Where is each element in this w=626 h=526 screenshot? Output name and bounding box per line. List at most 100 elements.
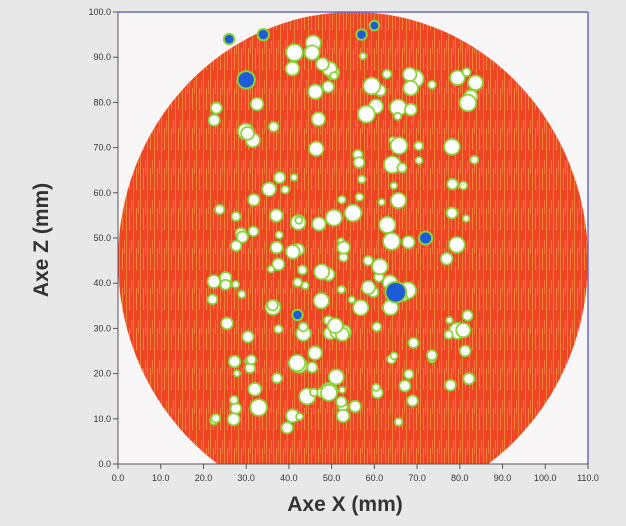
pore (400, 381, 410, 391)
pore (360, 53, 366, 59)
pore (339, 387, 345, 393)
pore (445, 331, 452, 338)
y-tick-label: 0.0 (98, 459, 111, 469)
pore (395, 418, 402, 425)
pore (463, 69, 470, 76)
pore (208, 276, 220, 287)
inclusion (293, 310, 302, 320)
inclusion (238, 72, 254, 88)
pore (356, 194, 363, 201)
inclusions-layer (222, 19, 434, 322)
pore (208, 295, 217, 304)
pore (282, 423, 292, 433)
pore (405, 104, 416, 115)
pore (457, 324, 470, 337)
pore (391, 353, 397, 359)
pore (268, 266, 274, 272)
pore (403, 68, 416, 81)
pore (323, 82, 333, 92)
specimen-texture (118, 12, 588, 464)
pore (416, 157, 422, 164)
x-tick-label: 100.0 (534, 473, 557, 483)
pore (427, 351, 437, 360)
pore (383, 70, 391, 78)
pore (291, 174, 297, 180)
pore (248, 194, 259, 205)
pore (251, 400, 267, 415)
pore (321, 385, 336, 400)
pore (271, 242, 282, 253)
y-tick-label: 20.0 (93, 369, 111, 379)
pore (234, 371, 240, 376)
y-axis-title: Axe Z (mm) (30, 183, 53, 297)
pore (215, 205, 224, 214)
x-tick-label: 70.0 (408, 473, 426, 483)
pore (270, 210, 282, 221)
pore (403, 237, 414, 248)
pore (379, 199, 384, 205)
y-tick-label: 80.0 (93, 97, 111, 107)
pore (373, 259, 387, 274)
x-tick-label: 80.0 (451, 473, 469, 483)
pore (299, 323, 307, 331)
pore (275, 326, 282, 333)
pore (237, 232, 247, 242)
pore (276, 232, 282, 238)
pore (298, 266, 306, 274)
x-tick-label: 10.0 (152, 473, 170, 483)
pore (275, 172, 285, 183)
x-tick-label: 20.0 (195, 473, 213, 483)
pore (212, 414, 220, 422)
pore (354, 301, 368, 315)
pore (384, 157, 400, 173)
pore (451, 71, 464, 85)
x-tick-label: 0.0 (112, 473, 125, 483)
pore (294, 279, 302, 286)
pore (447, 317, 452, 323)
pore (446, 380, 455, 390)
pore (373, 384, 379, 391)
pore (286, 62, 299, 75)
pore (273, 259, 284, 270)
pore (312, 113, 325, 125)
inclusion (420, 232, 432, 244)
pore (328, 319, 342, 333)
pore (364, 256, 372, 265)
pore (408, 396, 417, 406)
pore (415, 142, 422, 150)
pore (404, 81, 418, 95)
pore (331, 72, 337, 79)
pore (464, 374, 474, 384)
pore (232, 212, 240, 220)
pore (337, 397, 346, 406)
pore (358, 106, 374, 122)
y-tick-label: 70.0 (93, 143, 111, 153)
pore (229, 356, 240, 367)
pore (350, 401, 360, 412)
pore (287, 45, 302, 60)
pore (211, 103, 221, 113)
y-tick-label: 100.0 (88, 7, 111, 17)
pore (263, 183, 275, 196)
pore (233, 281, 239, 288)
pore (313, 218, 325, 230)
inclusion (224, 34, 234, 44)
pore (287, 410, 299, 422)
y-tick-label: 90.0 (93, 52, 111, 62)
pore (273, 374, 281, 383)
inclusion (370, 21, 379, 30)
pore (249, 383, 261, 395)
pore (338, 242, 349, 253)
pore (384, 233, 400, 249)
pore (297, 414, 303, 420)
pore (305, 46, 319, 59)
x-tick-label: 60.0 (366, 473, 384, 483)
pore (309, 347, 321, 359)
pore (239, 291, 245, 298)
pore (460, 346, 470, 356)
x-tick-label: 110.0 (577, 473, 599, 483)
pore (246, 363, 255, 373)
pore (338, 286, 345, 293)
pore (460, 182, 467, 189)
pore (395, 113, 401, 119)
